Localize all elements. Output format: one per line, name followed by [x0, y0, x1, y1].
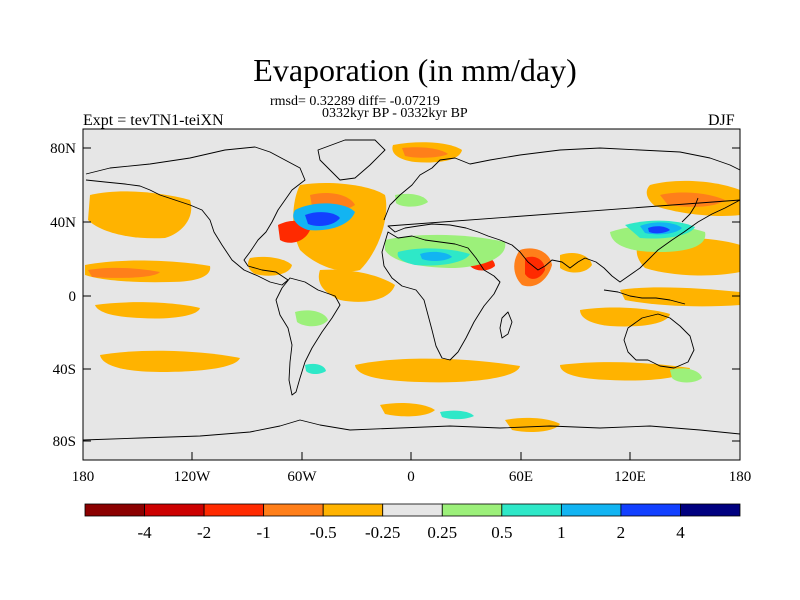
lat-ticks: [83, 147, 740, 442]
coast-asia-south: [387, 199, 740, 283]
coast-madagascar: [499, 311, 513, 339]
colorbar-label: -0.25: [365, 523, 400, 542]
anomaly-patch: [670, 368, 702, 383]
colorbar-swatch: [382, 503, 443, 517]
coast-greenland: [317, 139, 386, 181]
lon-label: 0: [407, 469, 415, 485]
colorbar-swatch: [84, 503, 145, 517]
anomaly-patch: [505, 417, 560, 432]
coast-japan: [681, 197, 699, 223]
colorbar-swatch: [144, 503, 205, 517]
stats-line: rmsd= 0.32289 diff= -0.07219: [270, 94, 440, 109]
colorbar-label: -2: [197, 523, 211, 542]
period-line: 0332kyr BP - 0332kyr BP: [322, 106, 468, 121]
colorbar-swatch: [620, 503, 681, 517]
coast-north-america: [85, 146, 306, 286]
lon-label: 60W: [287, 469, 317, 485]
colorbar-label: -0.5: [310, 523, 337, 542]
anomaly-patch: [402, 147, 448, 158]
coast-indonesia: [603, 289, 686, 305]
anomaly-patch: [648, 226, 670, 234]
anomaly-patch: [660, 192, 725, 207]
anomaly-patch: [100, 350, 240, 372]
coastlines: [83, 139, 740, 441]
colorbar: -4 -2 -1 -0.5 -0.25 0.25 0.5 1 2 4: [84, 503, 741, 542]
coast-south-america: [275, 277, 341, 396]
colorbar-label: 0.25: [427, 523, 457, 542]
coast-antarctica: [83, 419, 740, 441]
coast-africa: [381, 231, 501, 361]
lat-label: 80N: [50, 141, 76, 157]
colorbar-label: -1: [257, 523, 271, 542]
anomaly-patch: [395, 193, 428, 207]
anomaly-patch: [88, 267, 160, 278]
coast-australia: [623, 313, 695, 369]
colorbar-swatch: [322, 503, 384, 517]
lon-label: 60E: [509, 469, 533, 485]
anomaly-field: [85, 142, 740, 432]
anomaly-patch: [355, 358, 520, 383]
lon-label: 120W: [174, 469, 212, 485]
colorbar-label: 4: [676, 523, 685, 542]
map-title: Evaporation (in mm/day): [253, 52, 577, 88]
anomaly-patch: [440, 410, 474, 420]
colorbar-swatch: [203, 503, 265, 517]
anomaly-patch: [305, 212, 340, 226]
colorbar-swatch: [263, 503, 324, 517]
lon-label: 180: [72, 469, 95, 485]
lon-label: 120E: [614, 469, 646, 485]
colorbar-label: 2: [617, 523, 626, 542]
lat-label: 0: [69, 289, 77, 305]
colorbar-swatch: [441, 503, 503, 517]
anomaly-patch: [560, 362, 690, 381]
anomaly-patch: [380, 402, 435, 417]
anomaly-patch: [318, 269, 395, 302]
anomaly-patch: [580, 307, 670, 327]
coast-europe-asia: [383, 147, 740, 221]
experiment-label: Expt = tevTN1-teiXN: [83, 112, 224, 129]
lat-label: 40N: [50, 215, 76, 231]
lon-ticks: [191, 452, 631, 460]
colorbar-swatch: [680, 503, 741, 517]
anomaly-patch: [620, 287, 740, 307]
anomaly-patch: [88, 191, 192, 239]
lat-label: 40S: [53, 362, 76, 378]
anomaly-patch: [95, 302, 200, 319]
anomaly-patch: [295, 310, 328, 327]
colorbar-label: 1: [557, 523, 566, 542]
anomaly-patch: [247, 256, 292, 276]
anomaly-patch: [305, 363, 326, 374]
lon-label: 180: [729, 469, 752, 485]
anomaly-patch: [420, 251, 452, 262]
season-label: DJF: [708, 112, 735, 129]
colorbar-swatch: [560, 503, 622, 517]
colorbar-swatch: [501, 503, 562, 517]
colorbar-label: 0.5: [491, 523, 512, 542]
colorbar-label: -4: [137, 523, 152, 542]
anomaly-patch: [560, 253, 592, 273]
lat-label: 80S: [53, 434, 76, 450]
